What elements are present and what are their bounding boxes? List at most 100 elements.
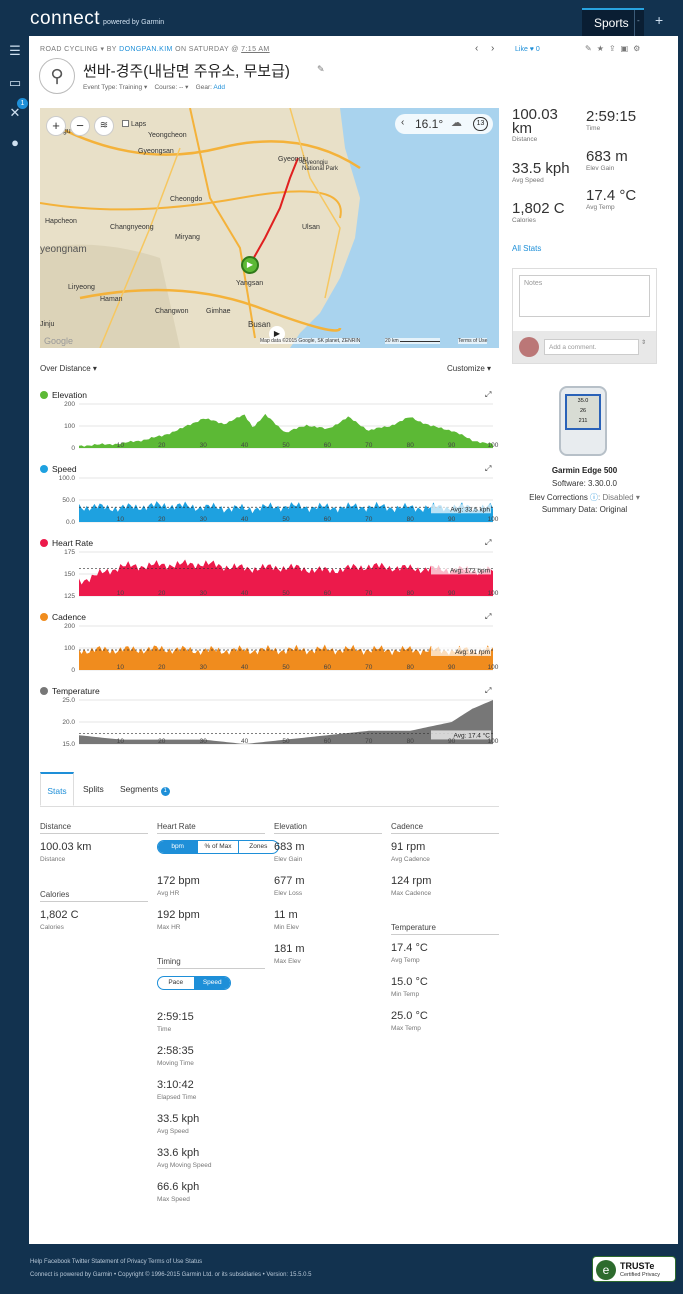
x-tick-label: 30 (200, 442, 208, 449)
chart-plot[interactable]: 200 100 0 10 20 30 40 50 60 70 80 90 100 (29, 400, 499, 462)
map-label: Hapcheon (45, 218, 77, 225)
average-label: Avg: 172 bpm (450, 567, 490, 574)
next-activity-icon[interactable]: › (491, 43, 495, 54)
stat-timing-label: Avg Moving Speed (157, 1162, 212, 1169)
map-copyright: Map data ©2015 Google, SK planet, ZENRIN (260, 338, 361, 344)
start-marker-icon[interactable]: ▶ (241, 256, 259, 274)
over-distance-dropdown[interactable]: Over Distance ▾ (40, 364, 97, 373)
inbox-icon[interactable]: ▭ (8, 75, 22, 90)
x-tick-label: 20 (158, 664, 166, 671)
toggle-percent-max[interactable]: % of Max (198, 841, 239, 853)
stat-timing-label: Max Speed (157, 1196, 190, 1203)
toggle-bpm[interactable]: bpm (158, 841, 199, 853)
scroll-arrows-icon[interactable]: ⇕ (641, 340, 647, 346)
activity-time[interactable]: 7:15 AM (241, 46, 270, 53)
x-tick-label: 100 (488, 442, 499, 449)
chevron-left-icon: ‹ (401, 117, 405, 128)
main-content: ROAD CYCLING ▾ BY DONGPAN.KIM ON SATURDA… (29, 36, 678, 1244)
expand-icon[interactable]: ⤢ (485, 612, 492, 621)
map-label: Jinju (40, 321, 55, 328)
user-link[interactable]: DONGPAN.KIM (119, 46, 173, 53)
map-label: Gimhae (206, 308, 231, 315)
zoom-out-button[interactable]: − (70, 116, 90, 136)
toggle-pace[interactable]: Pace (158, 977, 195, 989)
sports-dropdown-icon[interactable]: - (634, 10, 644, 36)
all-stats-link[interactable]: All Stats (512, 244, 542, 253)
x-tick-label: 30 (200, 738, 208, 745)
chart-plot[interactable]: 175 150 125 Avg: 172 bpm 10 20 30 40 50 60 70 80 90 1… (29, 548, 499, 610)
map-terms-link[interactable]: Terms of Use (458, 338, 488, 344)
expand-icon[interactable]: ⤢ (485, 464, 492, 473)
chevron-down-icon[interactable]: ▾ (100, 46, 105, 53)
activity-type[interactable]: ROAD CYCLING (40, 46, 99, 53)
map-label: Gyeongju National Park (302, 160, 339, 172)
x-tick-label: 90 (448, 516, 456, 523)
tab-splits[interactable]: Splits (83, 784, 104, 794)
toggle-zones[interactable]: Zones (249, 843, 268, 850)
comment-input[interactable]: Add a comment. (544, 339, 639, 355)
notes-textarea[interactable]: Notes (519, 275, 650, 317)
add-gear-link[interactable]: Add (213, 84, 225, 91)
prev-activity-icon[interactable]: ‹ (475, 43, 479, 54)
series-area (79, 644, 493, 670)
menu-icon[interactable]: ☰ (9, 43, 21, 58)
like-button[interactable]: Like ♥ 0 (515, 46, 540, 53)
event-type-select[interactable]: Event Type: Training ▾ (83, 84, 148, 91)
comment-bar: Add a comment. ⇕ (513, 331, 656, 363)
notification-badge: 1 (17, 98, 28, 109)
chart-plot[interactable]: 200 100 0 Avg: 91 rpm 10 20 30 40 50 60 70 80 90 100 (29, 622, 499, 684)
stat-temperature-label: Max Temp (391, 1025, 421, 1032)
activity-meta: Event Type: Training ▾ Course: -- ▾ Gear… (83, 84, 225, 91)
truste-badge[interactable]: e TRUSTe Certified Privacy (592, 1256, 676, 1282)
stat-elevation-label: Elev Gain (274, 856, 303, 863)
connect-logo[interactable]: connect powered by Garmin (30, 8, 165, 29)
footer-links[interactable]: Help Facebook Twitter Statement of Priva… (30, 1259, 203, 1265)
laps-toggle[interactable]: Laps (122, 120, 146, 128)
customize-dropdown[interactable]: Customize ▾ (447, 364, 492, 373)
map-label: Changwon (155, 308, 189, 315)
footer-copyright: Connect is powered by Garmin • Copyright… (30, 1272, 312, 1278)
segments-badge: 1 (160, 787, 170, 796)
edit-title-icon[interactable]: ✎ (317, 64, 325, 74)
tab-segments[interactable]: Segments 1 (120, 772, 170, 806)
chart-title: Temperature (40, 686, 100, 696)
expand-icon[interactable]: ⤢ (485, 686, 492, 695)
zoom-in-button[interactable]: + (46, 116, 66, 136)
weather-widget[interactable]: ‹ 16.1° ☁ 13 (395, 114, 493, 134)
y-tick-label: 200 (64, 623, 75, 630)
checkbox-icon (122, 120, 129, 127)
course-select[interactable]: Course: -- ▾ (154, 84, 189, 91)
legend-dot-icon (40, 687, 48, 695)
profile-icon[interactable]: ● (11, 135, 19, 150)
weather-temp: 16.1° (415, 117, 444, 131)
summary-avg-temp: 17.4 °C Avg Temp (586, 187, 637, 211)
layers-icon[interactable]: ≋ (94, 116, 114, 136)
x-tick-label: 40 (241, 590, 249, 597)
cadence-section-title: Cadence (391, 822, 499, 834)
x-tick-label: 80 (407, 516, 415, 523)
action-icons[interactable]: ✎★⇪▣⚙ (585, 44, 645, 53)
sports-nav-button[interactable]: Sports - (582, 8, 644, 36)
add-plus-icon[interactable]: + (655, 12, 664, 28)
connections-icon[interactable]: ✕ (9, 105, 21, 120)
expand-icon[interactable]: ⤢ (485, 390, 492, 399)
series-area (79, 700, 493, 744)
x-tick-label: 10 (117, 738, 125, 745)
elev-corrections[interactable]: Elev Corrections ⓘ: Disabled ▾ (529, 493, 640, 502)
map-canvas (40, 108, 499, 348)
chart-plot[interactable]: 100.0 50.0 0.0 Avg: 33.5 kph 10 20 30 40 50 60 70 8… (29, 474, 499, 536)
timing-toggle[interactable]: Pace Speed (157, 976, 231, 990)
x-tick-label: 50 (282, 664, 290, 671)
stat-calories-value: 1,802 C (40, 909, 79, 921)
timing-section-title: Timing (157, 957, 265, 969)
chart-plot[interactable]: 25.0 20.0 15.0 Avg: 17.4 °C 10 20 30 40 50 60 70 80… (29, 696, 499, 758)
route-map[interactable]: Daegu Yeongcheon Gyeongsan Gyeongju Gyeo… (40, 108, 499, 348)
toggle-speed[interactable]: Speed (194, 977, 230, 989)
y-tick-label: 15.0 (62, 741, 75, 748)
y-tick-label: 100.0 (59, 475, 76, 482)
expand-icon[interactable]: ⤢ (485, 538, 492, 547)
x-tick-label: 90 (448, 664, 456, 671)
tab-stats[interactable]: Stats (40, 772, 74, 806)
hr-unit-toggle[interactable]: bpm % of Max Zones (157, 840, 279, 854)
activity-title[interactable]: 썬바-경주(내남면 주유소, 무보급) (83, 63, 290, 80)
